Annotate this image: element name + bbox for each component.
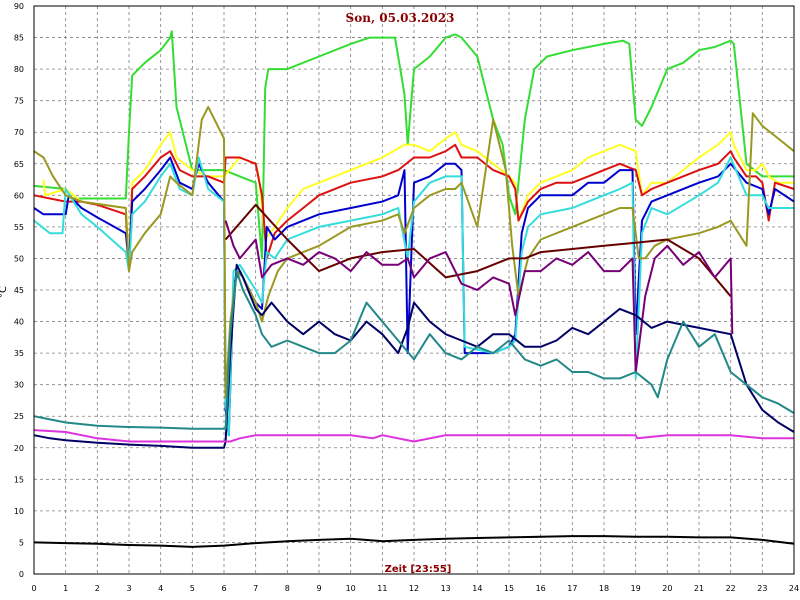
x-tick-label: 1 <box>63 584 68 593</box>
plot-border <box>33 5 795 575</box>
x-tick-label: 2 <box>95 584 100 593</box>
y-tick-label: 70 <box>14 128 24 137</box>
x-tick-label: 21 <box>694 584 704 593</box>
y-tick-label: 20 <box>14 444 24 453</box>
x-tick-label: 19 <box>631 584 641 593</box>
x-tick-label: 18 <box>599 584 609 593</box>
series-line-10 <box>33 270 795 430</box>
x-tick-label: 8 <box>285 584 290 593</box>
x-tick-label: 12 <box>409 584 419 593</box>
series-line-8 <box>224 220 734 373</box>
y-tick-label: 55 <box>14 223 24 232</box>
x-tick-label: 13 <box>441 584 451 593</box>
series-line-9 <box>33 263 795 449</box>
y-tick-label: 15 <box>14 475 24 484</box>
x-tick-label: 9 <box>316 584 321 593</box>
y-tick-label: 60 <box>14 191 24 200</box>
y-tick-label: 40 <box>14 318 24 327</box>
series-line-12 <box>33 535 795 548</box>
x-tick-label: 20 <box>662 584 672 593</box>
series-line-5 <box>33 156 794 437</box>
x-axis-label: Zeit [23:55] <box>385 564 452 575</box>
x-tick-label: 23 <box>757 584 767 593</box>
x-tick-label: 3 <box>126 584 131 593</box>
x-tick-label: 16 <box>536 584 546 593</box>
y-tick-label: 50 <box>14 254 24 263</box>
tick-labels: 0 1 2 3 4 5 6 7 8 9 10 11 12 13 14 15 16 17 18 19 20 21 22 23 24… <box>14 2 799 593</box>
y-tick-label: 90 <box>14 2 24 11</box>
series-line-3 <box>33 143 795 273</box>
x-tick-label: 5 <box>190 584 195 593</box>
y-tick-label: 30 <box>14 381 24 390</box>
y-tick-label: 10 <box>14 507 24 516</box>
x-tick-label: 0 <box>31 584 36 593</box>
y-tick-label: 45 <box>14 286 24 295</box>
x-tick-label: 14 <box>472 584 482 593</box>
series-line-4 <box>33 156 795 437</box>
series-line-11 <box>33 429 794 443</box>
y-tick-label: 35 <box>14 349 24 358</box>
y-tick-label: 25 <box>14 412 24 421</box>
x-tick-label: 17 <box>567 584 577 593</box>
y-tick-label: 85 <box>14 34 24 43</box>
series-line-7 <box>224 203 732 297</box>
y-tick-label: 65 <box>14 160 24 169</box>
x-tick-label: 11 <box>377 584 387 593</box>
series-line-6 <box>33 106 795 399</box>
chart-title: Son, 05.03.2023 <box>346 11 455 25</box>
y-tick-label: 0 <box>19 570 24 579</box>
y-tick-label: 75 <box>14 97 24 106</box>
series-line-2 <box>42 131 794 260</box>
y-tick-label: 5 <box>19 538 24 547</box>
x-tick-label: 24 <box>789 584 799 593</box>
y-axis-label: °C <box>0 286 9 298</box>
x-tick-label: 7 <box>253 584 258 593</box>
x-tick-label: 15 <box>504 584 514 593</box>
x-tick-label: 22 <box>726 584 736 593</box>
series-layer <box>33 30 795 548</box>
x-tick-label: 4 <box>158 584 163 593</box>
x-tick-label: 6 <box>221 584 226 593</box>
x-tick-label: 10 <box>346 584 356 593</box>
series-line-1 <box>33 30 794 260</box>
y-tick-label: 80 <box>14 65 24 74</box>
